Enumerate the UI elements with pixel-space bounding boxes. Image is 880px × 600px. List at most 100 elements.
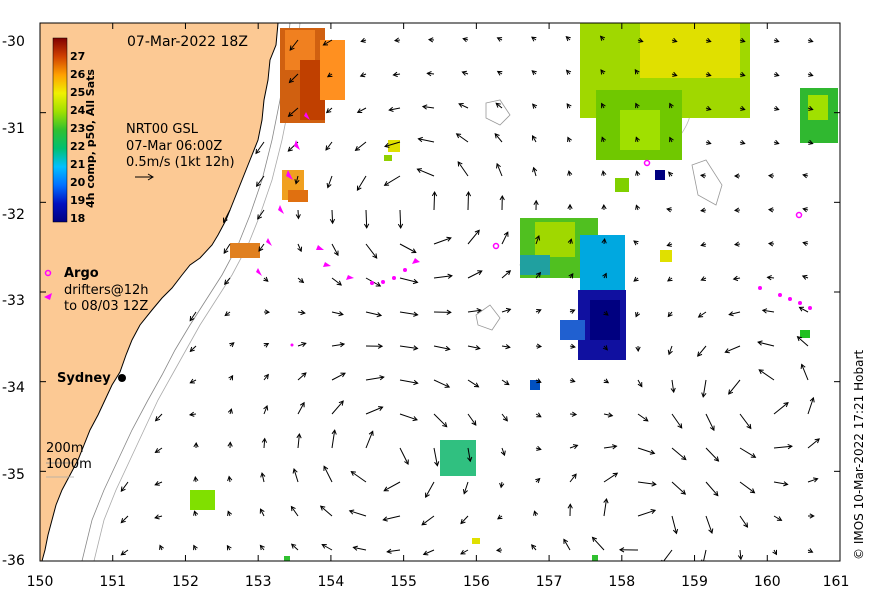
current-arrow-head: [227, 475, 233, 482]
current-arrow: [705, 515, 713, 534]
current-arrow-head: [421, 104, 428, 110]
y-tick-label: -30: [2, 34, 25, 50]
current-arrow: [297, 209, 299, 219]
current-arrow-head: [413, 311, 419, 317]
current-arrow: [288, 107, 299, 117]
current-arrow-head: [536, 309, 542, 314]
current-arrow-head: [532, 103, 538, 109]
current-arrow-head: [504, 380, 510, 386]
current-arrow: [427, 72, 435, 75]
current-arrow: [384, 141, 401, 147]
colorbar-tick: 24: [70, 104, 86, 117]
current-arrow: [458, 103, 469, 109]
current-arrow: [501, 270, 511, 279]
current-arrow-head: [473, 382, 480, 388]
current-arrow-head: [460, 518, 466, 525]
current-arrow-head: [352, 545, 358, 551]
argo-floats: [492, 159, 803, 250]
current-arrow-head: [505, 344, 511, 350]
current-arrow-head: [728, 311, 734, 317]
current-arrow: [331, 400, 344, 415]
current-arrow-head: [298, 278, 305, 284]
current-arrow-head: [223, 248, 229, 254]
current-arrow-head: [499, 194, 505, 201]
legend-1000m-label: 1000m: [46, 457, 92, 472]
current-arrow: [289, 39, 299, 51]
current-arrow: [365, 431, 374, 449]
current-arrow: [351, 471, 367, 483]
sst-patches: [190, 23, 838, 561]
current-arrow-head: [672, 71, 678, 77]
current-arrow-head: [259, 544, 265, 551]
current-arrow-head: [457, 161, 463, 167]
current-arrow-head: [354, 146, 361, 152]
current-arrow: [120, 481, 129, 492]
current-arrow: [501, 447, 505, 456]
current-arrow-head: [348, 509, 355, 515]
current-arrow-head: [412, 278, 419, 285]
current-arrow-head: [388, 106, 394, 112]
current-arrow: [501, 413, 508, 422]
current-arrow-head: [287, 111, 294, 117]
current-arrow-head: [193, 441, 199, 448]
current-arrow-head: [740, 37, 746, 43]
current-arrow: [155, 413, 163, 422]
current-arrow: [801, 364, 809, 381]
current-arrow-head: [368, 430, 374, 436]
current-arrow-head: [813, 477, 819, 483]
current-arrow-head: [772, 549, 777, 556]
current-arrow-head: [154, 448, 161, 453]
current-arrow-head: [677, 423, 683, 429]
current-arrow: [762, 309, 775, 313]
current-arrow: [399, 277, 418, 283]
current-arrow-head: [666, 207, 672, 213]
current-arrow-head: [635, 136, 641, 142]
current-arrow: [603, 413, 613, 417]
current-arrow: [637, 509, 656, 517]
current-arrow-head: [733, 207, 740, 213]
current-arrow-head: [256, 181, 261, 188]
current-arrow: [256, 175, 265, 187]
current-arrow-head: [666, 241, 672, 247]
current-arrow: [702, 379, 707, 397]
current-arrow-head: [425, 492, 430, 498]
current-arrow: [739, 549, 742, 560]
current-arrow: [501, 308, 511, 313]
current-arrow: [384, 175, 401, 186]
current-arrow-head: [697, 312, 704, 318]
current-arrow-head: [397, 223, 404, 230]
colorbar-tick: 18: [70, 212, 86, 225]
colorbar-title: 4h comp, p50, All Sats: [84, 69, 97, 208]
current-arrow-head: [434, 461, 440, 467]
current-arrow-head: [567, 170, 573, 176]
current-arrow-head: [601, 136, 607, 142]
current-arrow-head: [808, 37, 814, 43]
x-tick-label: 157: [535, 574, 563, 590]
current-arrow-head: [359, 72, 366, 78]
current-arrow-head: [706, 37, 712, 43]
current-arrow: [460, 515, 469, 524]
current-arrow: [463, 481, 469, 494]
current-arrow-head: [732, 275, 739, 282]
current-arrow-head: [193, 544, 198, 551]
current-arrow: [637, 379, 643, 387]
city-label-sydney: Sydney: [57, 371, 111, 386]
current-arrow-head: [535, 235, 541, 241]
current-arrow: [703, 549, 707, 561]
current-arrow-head: [809, 396, 815, 403]
current-arrow-head: [700, 207, 706, 213]
current-arrow-head: [154, 514, 160, 520]
current-arrow: [383, 515, 401, 521]
current-arrow: [260, 508, 265, 517]
current-arrow-head: [535, 477, 541, 484]
current-arrow: [325, 141, 333, 151]
current-arrow-head: [329, 218, 336, 225]
current-arrow-head: [737, 554, 744, 561]
current-arrow-head: [766, 275, 772, 281]
current-arrow-head: [783, 402, 789, 408]
current-arrow: [399, 413, 418, 421]
current-arrow-head: [708, 528, 714, 534]
current-arrow-head: [295, 214, 301, 220]
current-arrow-head: [633, 240, 639, 246]
current-arrow-head: [724, 348, 730, 354]
